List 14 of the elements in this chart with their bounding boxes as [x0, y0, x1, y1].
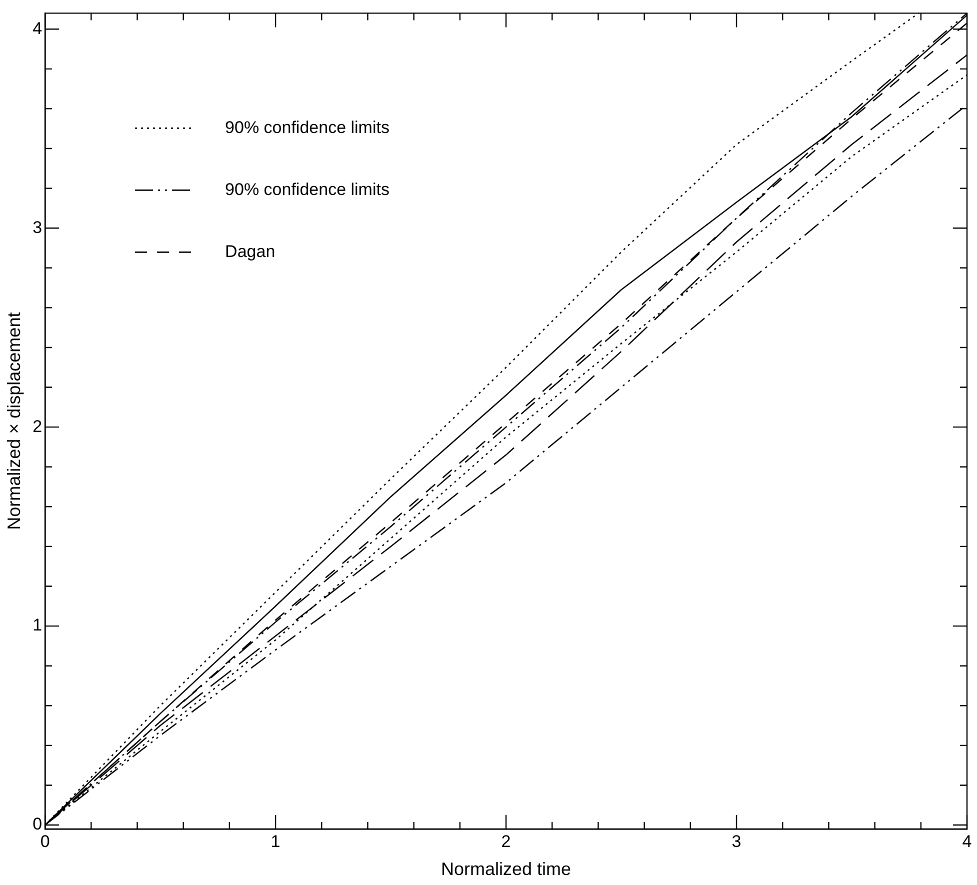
- x-tick-label: 4: [962, 832, 972, 851]
- x-axis-title: Normalized time: [441, 859, 572, 880]
- x-tick-label: 1: [270, 832, 280, 851]
- y-tick-label: 4: [32, 18, 42, 38]
- x-tick-label: 2: [501, 832, 511, 851]
- y-tick-label: 3: [32, 218, 42, 237]
- legend-label: 90% confidence limits: [225, 118, 390, 137]
- y-tick-label: 1: [32, 616, 42, 635]
- y-axis-title: Normalized × displacement: [4, 312, 24, 530]
- legend-label: Dagan: [225, 242, 276, 261]
- y-tick-label: 2: [32, 416, 42, 436]
- y-tick-label: 0: [32, 814, 42, 834]
- legend-label: 90% confidence limits: [225, 180, 390, 199]
- x-tick-label: 3: [732, 832, 742, 851]
